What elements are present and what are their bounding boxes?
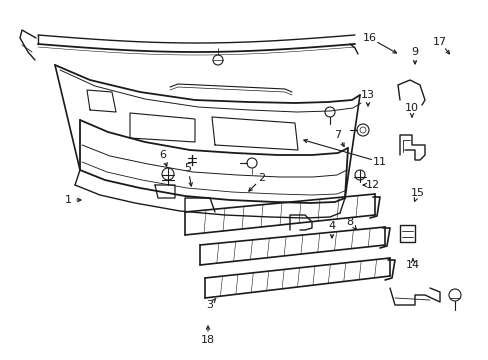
Text: 3: 3: [206, 300, 213, 310]
Text: 17: 17: [432, 37, 446, 47]
Text: 1: 1: [64, 195, 71, 205]
Text: 5: 5: [184, 163, 191, 173]
Text: 12: 12: [365, 180, 379, 190]
Text: 18: 18: [201, 335, 215, 345]
Text: 13: 13: [360, 90, 374, 100]
Text: 10: 10: [404, 103, 418, 113]
Text: 8: 8: [346, 217, 353, 227]
Text: 15: 15: [410, 188, 424, 198]
Text: 2: 2: [258, 173, 265, 183]
Text: 4: 4: [328, 221, 335, 231]
Text: 16: 16: [362, 33, 376, 43]
Text: 9: 9: [410, 47, 418, 57]
Text: 11: 11: [372, 157, 386, 167]
Text: 14: 14: [405, 260, 419, 270]
Text: 6: 6: [159, 150, 166, 160]
Text: 7: 7: [334, 130, 341, 140]
